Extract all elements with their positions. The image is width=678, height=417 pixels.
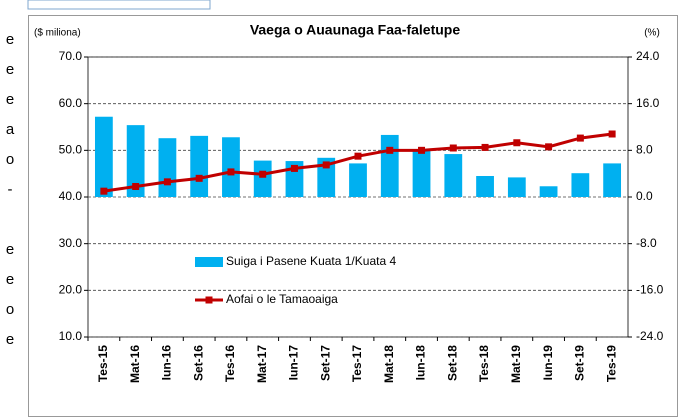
x-tick-label: Mat-19 <box>509 345 523 383</box>
bar <box>253 160 272 197</box>
margin-text: e <box>6 241 14 258</box>
x-tick-label: Tes-19 <box>604 345 618 382</box>
x-tick-label: Tes-15 <box>96 345 110 382</box>
x-tick-label: Set-17 <box>318 345 332 381</box>
y2-tick-label: -24.0 <box>636 329 664 343</box>
y2-tick-label: 24.0 <box>636 49 660 63</box>
bar <box>222 137 240 197</box>
marker <box>290 164 298 172</box>
bar <box>94 116 113 197</box>
bar <box>539 186 558 197</box>
x-tick-label: Iun-18 <box>414 345 428 381</box>
marker <box>418 146 426 154</box>
bar <box>126 125 145 197</box>
x-tick-label: Mat-17 <box>255 345 269 383</box>
marker <box>163 178 171 186</box>
x-tick-label: Mat-18 <box>382 345 396 383</box>
marker <box>132 183 140 190</box>
marker <box>195 174 203 182</box>
bar <box>412 150 431 197</box>
y-tick-label: 70.0 <box>59 49 83 63</box>
marker <box>545 143 553 151</box>
y2-tick-label: -8.0 <box>636 236 657 250</box>
marker <box>354 152 362 160</box>
top-box <box>27 0 211 10</box>
legend-swatch <box>205 296 213 304</box>
bar <box>158 138 177 197</box>
y-tick-label: 10.0 <box>59 329 83 343</box>
bar <box>476 176 494 197</box>
marker <box>322 161 330 169</box>
y2-tick-label: 0.0 <box>636 189 653 203</box>
x-tick-label: Set-18 <box>445 345 459 381</box>
margin-text: e <box>6 31 14 48</box>
x-tick-label: Mat-16 <box>128 345 142 383</box>
marker <box>481 143 489 151</box>
chart-title: Vaega o Auaunaga Faa-faletupe <box>250 22 461 38</box>
chart-frame <box>28 15 678 417</box>
margin-text: o <box>6 151 14 168</box>
marker <box>576 134 584 142</box>
bar <box>571 173 590 197</box>
x-tick-label: Iun-19 <box>541 345 555 381</box>
margin-text: e <box>6 271 14 288</box>
legend-swatch <box>195 257 223 267</box>
y2-axis-label: (%) <box>644 28 660 39</box>
margin-text: a <box>6 121 15 138</box>
margin-text: e <box>6 61 14 78</box>
y-tick-label: 20.0 <box>59 283 83 297</box>
x-tick-label: Set-16 <box>191 345 205 381</box>
bar <box>317 157 336 197</box>
marker <box>227 168 235 176</box>
marker <box>100 187 108 195</box>
margin-text: e <box>6 91 14 108</box>
margin-text: - <box>8 181 13 198</box>
marker <box>608 130 616 138</box>
marker <box>259 170 267 178</box>
x-tick-label: Set-19 <box>573 345 587 381</box>
bar <box>603 163 622 197</box>
marker <box>449 144 457 152</box>
marker <box>513 139 521 147</box>
x-tick-label: Tes-18 <box>477 345 491 382</box>
bar <box>190 135 209 197</box>
margin-text: e <box>6 331 14 348</box>
x-tick-label: Iun-17 <box>287 345 301 381</box>
x-tick-label: Iun-16 <box>160 345 174 381</box>
x-tick-label: Tes-17 <box>350 345 364 382</box>
bar <box>507 177 526 197</box>
x-tick-label: Tes-16 <box>223 345 237 382</box>
bar <box>380 134 399 197</box>
y2-tick-label: 8.0 <box>636 143 653 157</box>
y-axis-label: ($ miliona) <box>34 28 81 39</box>
y2-tick-label: 16.0 <box>636 96 660 110</box>
y2-tick-label: -16.0 <box>636 283 664 297</box>
marker <box>386 146 394 154</box>
legend-label: Suiga i Pasene Kuata 1/Kuata 4 <box>226 254 396 268</box>
y-tick-label: 50.0 <box>59 143 83 157</box>
y-tick-label: 40.0 <box>59 189 83 203</box>
bar <box>444 154 463 197</box>
bar <box>349 163 367 197</box>
legend-label: Aofai o le Tamaoaiga <box>226 292 338 306</box>
y-tick-label: 60.0 <box>59 96 83 110</box>
y-tick-label: 30.0 <box>59 236 83 250</box>
margin-text: o <box>6 301 14 318</box>
